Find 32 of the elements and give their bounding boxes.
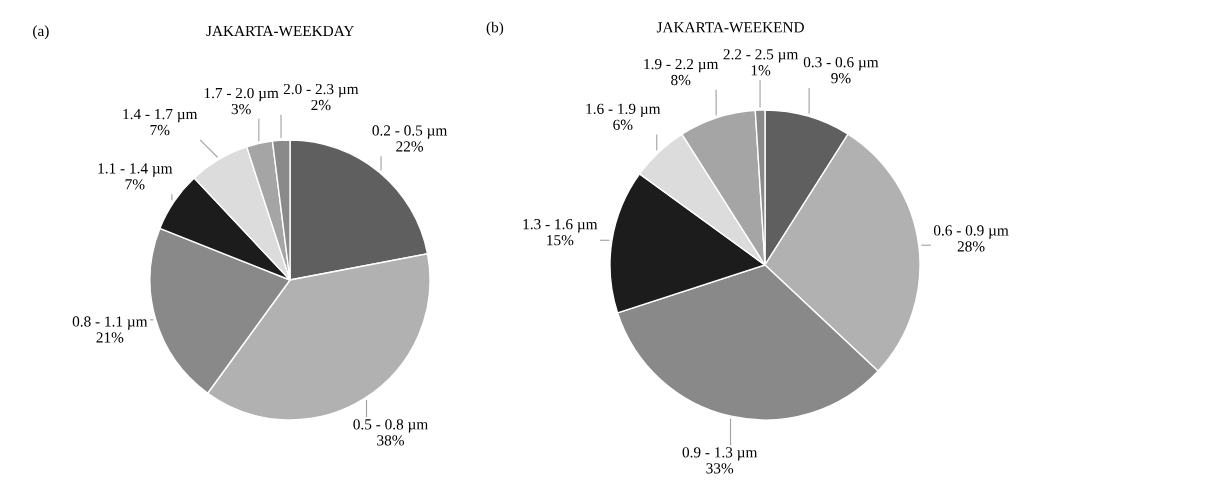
chart-title: JAKARTA-WEEKEND [656, 22, 804, 33]
slice-label: 0.9 - 1.3 µm [682, 447, 758, 461]
slice-label: 1.3 - 1.6 µm [523, 219, 598, 233]
data-label: 21% [96, 332, 124, 343]
slice-label: 0.8 - 1.1 µm [72, 316, 148, 330]
slice-label: 1.1 - 1.4 µm [98, 163, 173, 177]
data-label: 15% [547, 234, 574, 246]
data-label: 22% [396, 141, 424, 152]
slice-label: 1.4 - 1.7 µm [123, 108, 198, 123]
data-label: 33% [706, 463, 734, 474]
data-label: 6% [613, 119, 633, 130]
slice-label: 0.2 - 0.5 µm [372, 125, 448, 139]
text: (b) [486, 21, 504, 36]
text: (a) [33, 25, 49, 40]
data-label: 2% [311, 99, 331, 111]
slice-label: 2.2 - 2.5 µm [723, 49, 799, 63]
data-label: 8% [671, 74, 691, 86]
chart-title: JAKARTA-WEEKDAY [206, 25, 354, 37]
slice-label: 0.5 - 0.8 µm [353, 419, 428, 433]
slice-label: 0.6 - 0.9 µm [933, 225, 1009, 239]
data-label: 9% [831, 73, 851, 84]
slice-label: 1.6 - 1.9 µm [586, 103, 661, 118]
slice-label: 2.0 - 2.3 µm [283, 83, 359, 98]
data-label: 7% [150, 124, 170, 136]
slice-label: 0.3 - 0.6 µm [803, 57, 879, 71]
data-label: 28% [957, 241, 985, 252]
data-label: 7% [125, 179, 145, 190]
slice-label: 1.9 - 2.2 µm [644, 58, 719, 73]
data-label: 3% [231, 103, 251, 115]
data-label: 38% [377, 435, 404, 446]
data-label: 1% [751, 65, 771, 76]
slice-label: 1.7 - 2.0 µm [204, 87, 279, 102]
